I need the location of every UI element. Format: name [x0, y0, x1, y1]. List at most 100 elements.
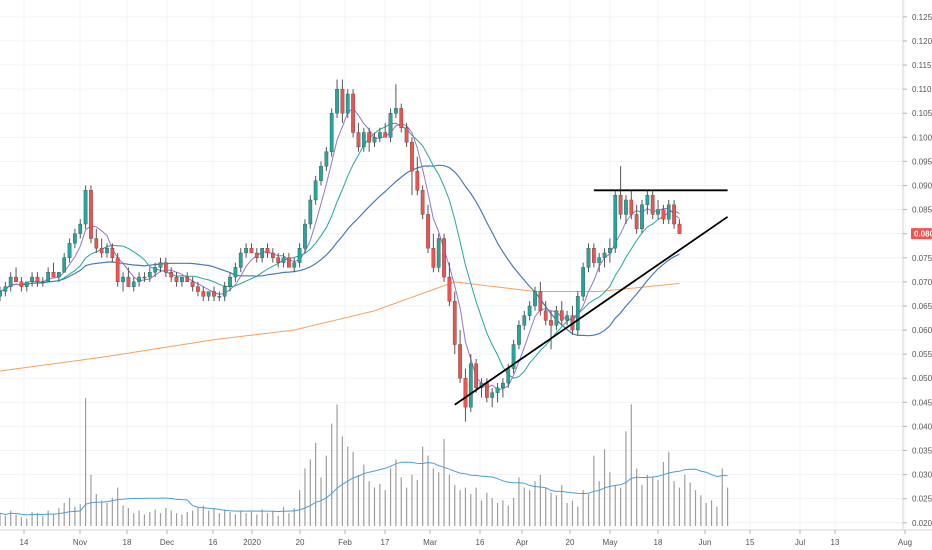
- volume-bar: [181, 514, 183, 526]
- volume-bar: [432, 468, 434, 526]
- candle: [613, 190, 618, 253]
- volume-bar: [534, 481, 536, 526]
- volume-bar: [277, 515, 279, 526]
- candle-body: [581, 267, 586, 297]
- candle: [586, 243, 591, 273]
- candle-body: [147, 272, 152, 278]
- candle-body: [656, 209, 660, 215]
- volume-bar: [52, 514, 55, 526]
- candle: [495, 383, 500, 403]
- candle: [677, 219, 682, 234]
- candle: [383, 122, 388, 138]
- volume-bar: [90, 474, 92, 526]
- candle: [206, 291, 211, 302]
- price-tick-label: 0.110: [912, 85, 932, 94]
- candle: [244, 243, 248, 258]
- volume-bar: [154, 509, 156, 526]
- volume-bar: [261, 509, 263, 526]
- price-tick-label: 0.100: [912, 133, 932, 142]
- volume-bar: [513, 497, 515, 526]
- candle: [260, 247, 265, 263]
- candle: [297, 243, 302, 268]
- volume-bar: [662, 462, 664, 526]
- time-axis[interactable]: 14 Nov 18 Dec 16 2020 20 Feb 17 Mar 16 Apr 20 May 18 Ju…: [20, 530, 913, 547]
- volume-bar: [609, 472, 611, 526]
- volume-bar: [309, 459, 311, 526]
- candle: [511, 339, 516, 374]
- volume-bar: [159, 513, 162, 526]
- candle-body: [83, 190, 88, 225]
- trendline-support[interactable]: [454, 216, 729, 406]
- candle: [554, 305, 559, 331]
- candle-body: [169, 272, 174, 278]
- candle: [270, 248, 275, 263]
- candle: [46, 267, 51, 283]
- trendlines[interactable]: [454, 189, 729, 406]
- volume-bar: [523, 487, 525, 526]
- candle-body: [153, 267, 157, 273]
- volume-bar: [491, 497, 493, 526]
- volume-bar: [95, 494, 97, 526]
- volume-bar: [443, 438, 445, 526]
- candle: [656, 199, 660, 220]
- candle-body: [137, 276, 141, 283]
- candle: [126, 267, 131, 287]
- candle: [549, 310, 553, 350]
- candle-body: [602, 252, 607, 258]
- candle-body: [345, 93, 350, 114]
- price-tick-label: 0.115: [912, 61, 932, 70]
- volume-bar: [727, 487, 729, 526]
- candle-body: [126, 276, 131, 287]
- price-axis[interactable]: 0.125 0.120 0.115 0.110 0.105 0.100 0.095 0.090…: [903, 13, 932, 528]
- candle-body: [303, 223, 307, 249]
- candle-body: [99, 247, 104, 254]
- volume-bar: [293, 508, 295, 526]
- candle: [276, 252, 281, 268]
- candle-body: [592, 247, 596, 263]
- price-tick-label: 0.120: [912, 37, 932, 46]
- candle-body: [297, 247, 302, 263]
- candle-body: [634, 214, 639, 230]
- candle: [131, 277, 136, 292]
- candle-body: [24, 281, 29, 287]
- candle-body: [78, 223, 83, 234]
- candle: [447, 262, 452, 306]
- candle: [490, 387, 495, 408]
- candle-body: [228, 276, 232, 287]
- price-tick-label: 0.055: [912, 350, 932, 359]
- candle-body: [46, 272, 51, 283]
- candle: [153, 262, 157, 278]
- candle-body: [196, 286, 200, 292]
- volume-bar: [352, 451, 354, 526]
- candle: [89, 185, 93, 244]
- candle-body: [484, 382, 489, 398]
- candle-body: [94, 238, 99, 249]
- candle: [19, 277, 24, 292]
- candle: [426, 204, 430, 253]
- volume-bar: [620, 487, 622, 526]
- price-tick-label: 0.045: [912, 398, 932, 407]
- candle-body: [522, 315, 527, 326]
- candle: [249, 243, 254, 254]
- candle-body: [436, 238, 441, 268]
- volume-bar: [47, 510, 49, 526]
- candle-body: [158, 262, 163, 268]
- candle-body: [559, 310, 564, 321]
- candle-body: [458, 344, 462, 379]
- last-price-label: 0.080: [914, 230, 932, 239]
- candle-body: [586, 247, 591, 268]
- candle: [0, 286, 2, 302]
- volume-bar: [266, 513, 269, 526]
- volume-bar: [0, 513, 1, 526]
- candle: [666, 199, 671, 225]
- candle-body: [613, 194, 618, 249]
- volume-bar: [245, 513, 247, 526]
- candle: [196, 281, 200, 297]
- volume-bar: [689, 482, 691, 526]
- volume-bar: [411, 474, 413, 526]
- candle-body: [490, 392, 495, 398]
- volume-bar: [186, 511, 188, 526]
- volume-bar: [470, 494, 472, 526]
- last-price-tag: 0.080: [911, 228, 932, 240]
